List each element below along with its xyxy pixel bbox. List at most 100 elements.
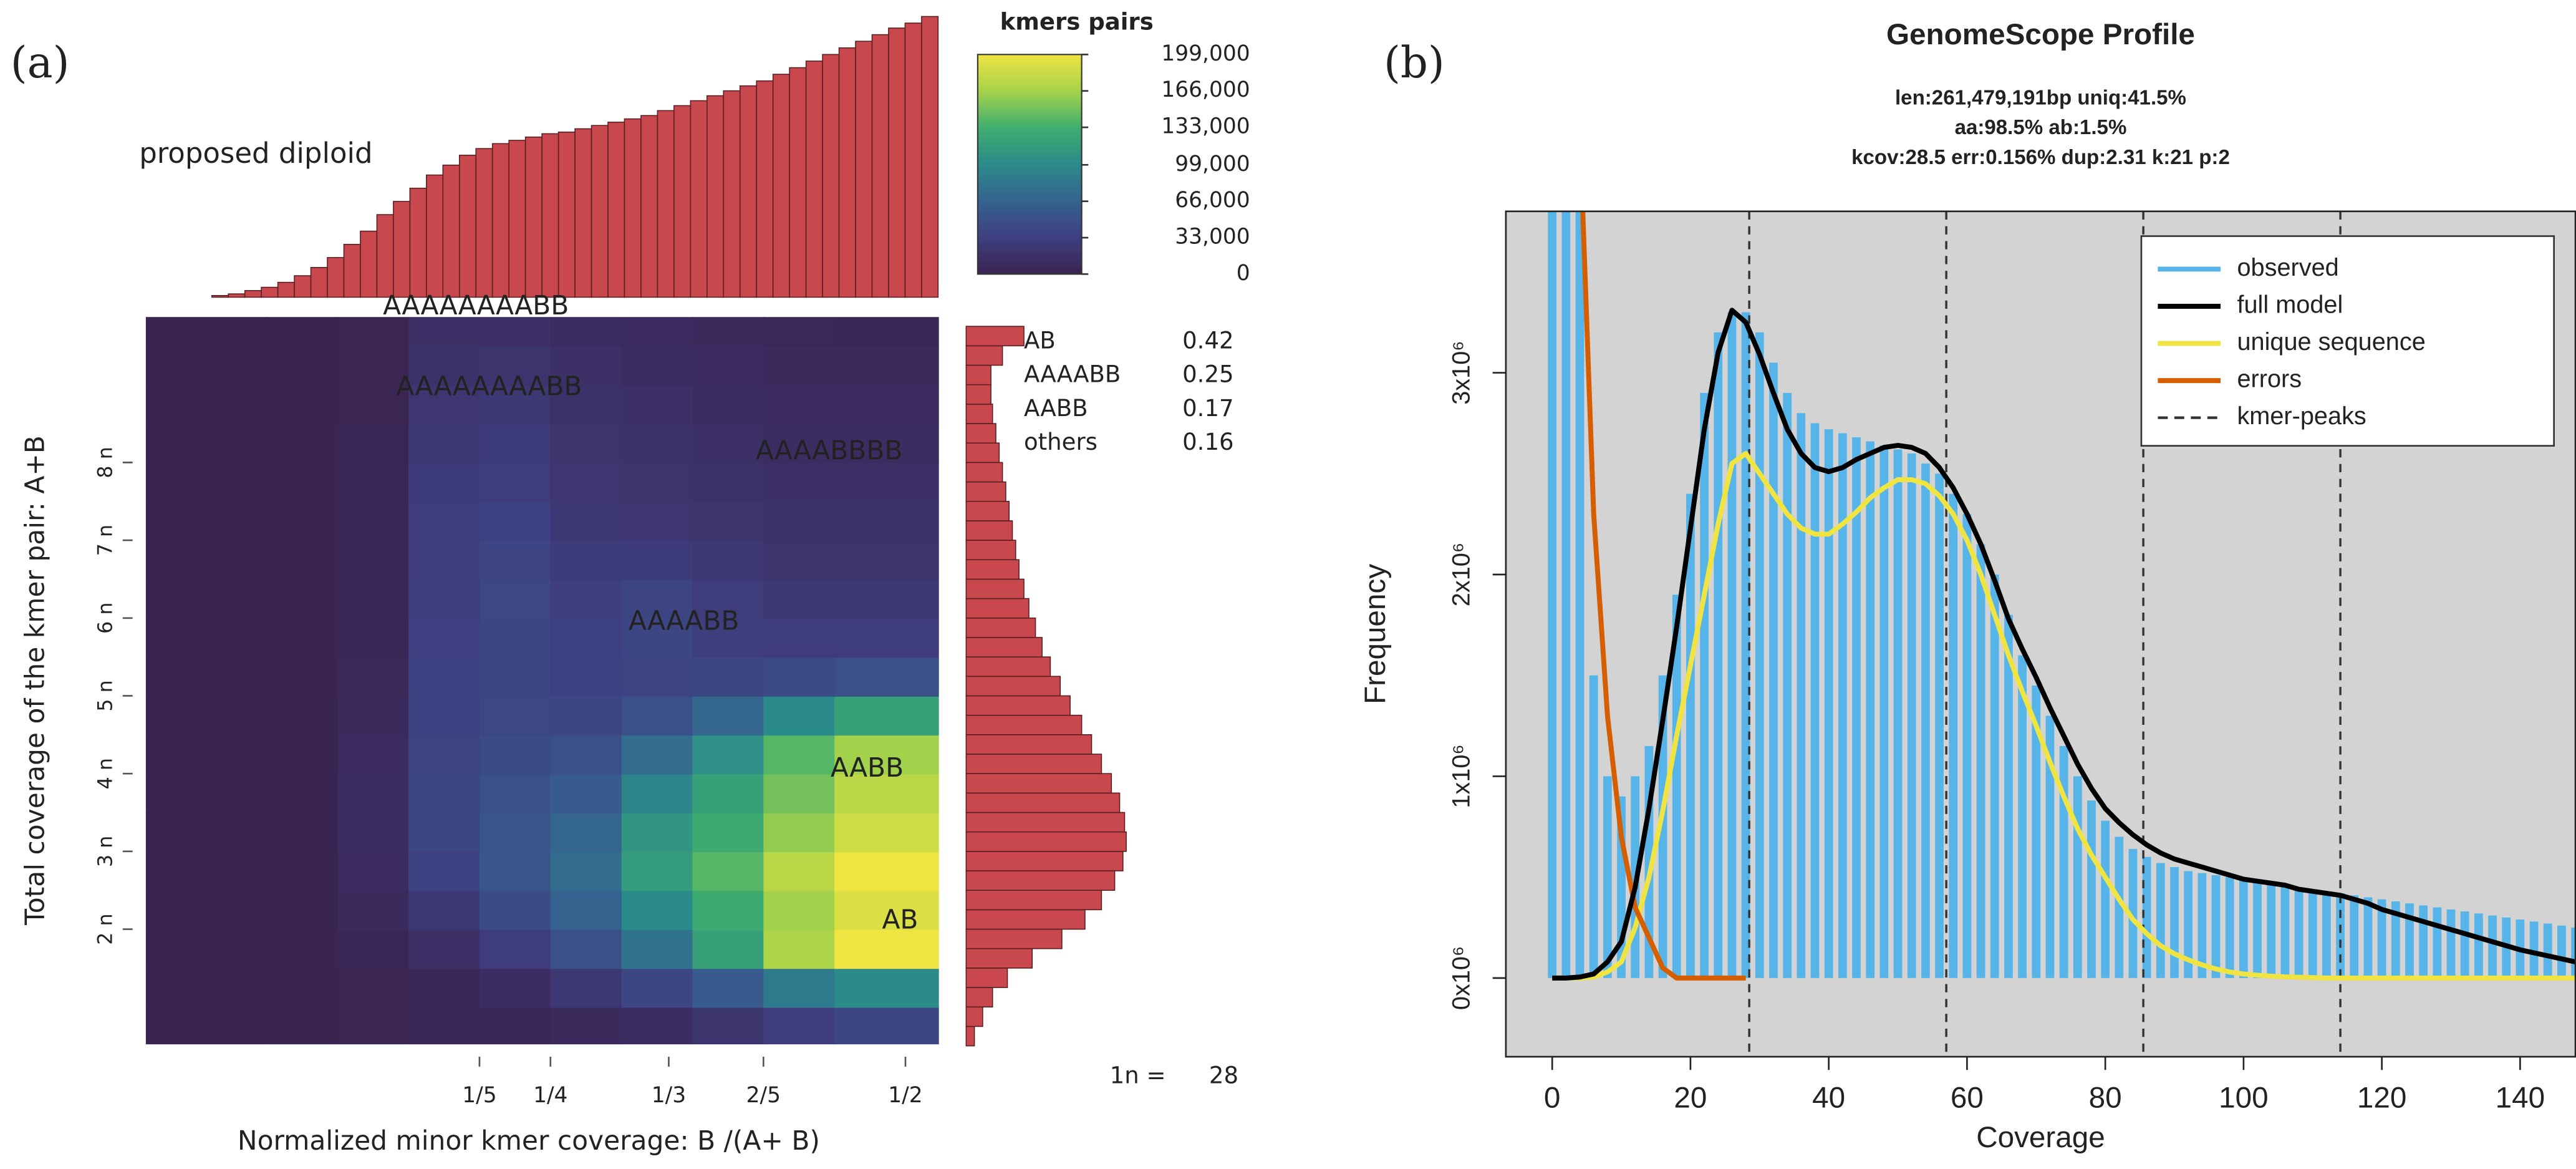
- top-histogram-bar: [458, 155, 477, 298]
- heatmap-cell: [763, 890, 836, 930]
- heatmap-cell: [479, 579, 552, 619]
- y-axis-label: Frequency: [1359, 564, 1392, 704]
- heatmap-cell: [266, 579, 339, 619]
- legend-label: unique sequence: [2237, 328, 2425, 356]
- heatmap-cell: [479, 424, 552, 463]
- heatmap-cell: [550, 890, 622, 930]
- heatmap-cell: [408, 462, 481, 503]
- side-histogram-bar: [965, 462, 1003, 483]
- heatmap-cell: [763, 579, 836, 619]
- observed-bar: [2460, 911, 2469, 978]
- heatmap-cell: [145, 657, 268, 697]
- top-histogram-bar: [376, 214, 394, 298]
- observed-bar: [1589, 675, 1598, 978]
- observed-bar: [1990, 574, 1999, 978]
- side-histogram-bar: [965, 326, 1025, 347]
- heatmap-cell: [550, 851, 622, 891]
- heatmap-cell: [145, 929, 268, 969]
- heatmap-cell: [550, 968, 622, 1008]
- top-histogram-bar: [426, 174, 444, 298]
- heatmap-cell: [145, 540, 268, 580]
- observed-bar: [1866, 441, 1875, 978]
- annotation: AAAABBBB: [756, 435, 903, 466]
- side-histogram-bar: [965, 909, 1086, 930]
- heatmap-cell: [337, 774, 410, 813]
- heatmap-cell: [337, 424, 410, 463]
- top-histogram-bar: [772, 74, 790, 298]
- heatmap-cell: [763, 812, 836, 853]
- heatmap-cell: [337, 657, 410, 697]
- x-axis-label: Coverage: [1976, 1121, 2105, 1154]
- observed-bar: [2543, 923, 2552, 978]
- heatmap-cell: [266, 929, 339, 969]
- observed-bar: [2045, 715, 2055, 978]
- top-histogram-bar: [640, 115, 658, 298]
- y-tick-label: 7 n: [94, 525, 117, 556]
- heatmap-cell: [145, 618, 268, 658]
- heatmap-cell: [266, 618, 339, 658]
- observed-bar: [1879, 445, 1889, 978]
- heatmap-cell: [408, 1007, 481, 1045]
- observed-bar: [2211, 875, 2221, 978]
- observed-bar: [2377, 899, 2386, 978]
- heatmap-cell: [337, 618, 410, 658]
- series-line: [1580, 211, 1746, 981]
- heatmap-cell: [337, 579, 410, 619]
- colorbar-tick-label: 199,000: [1161, 41, 1250, 66]
- annotation: proposed diploid: [139, 137, 372, 170]
- heatmap-cell: [692, 317, 765, 347]
- heatmap-cell: [145, 696, 268, 736]
- heatmap-cell: [408, 851, 481, 891]
- fraction-label: AABB: [1024, 395, 1088, 422]
- top-histogram-bar: [871, 34, 889, 298]
- side-histogram-bar: [965, 734, 1093, 755]
- heatmap-cell: [692, 579, 765, 619]
- heatmap-cell: [692, 384, 765, 425]
- observed-bar: [2308, 889, 2317, 978]
- heatmap-cell: [408, 929, 481, 969]
- observed-bar: [2004, 614, 2013, 978]
- heatmap-cell: [621, 462, 693, 503]
- x-tick-label: 120: [2357, 1081, 2406, 1114]
- top-histogram-bar: [343, 243, 361, 298]
- heatmap-cell: [621, 424, 693, 463]
- heatmap-cell: [479, 851, 552, 891]
- top-histogram-bar: [673, 105, 692, 298]
- heatmap-cell: [408, 501, 481, 541]
- heatmap-cell: [408, 890, 481, 930]
- observed-bar: [1658, 675, 1667, 978]
- chart-title: GenomeScope Profile: [1886, 18, 2195, 51]
- heatmap-cell: [763, 618, 836, 658]
- y-tick-label: 2 n: [94, 913, 117, 944]
- heatmap-cell: [337, 851, 410, 891]
- side-histogram-bar: [965, 792, 1121, 813]
- fraction-value: 0.17: [1182, 395, 1234, 422]
- observed-bar: [2391, 901, 2400, 978]
- heatmap-cell: [479, 890, 552, 930]
- heatmap-cell: [763, 657, 836, 697]
- observed-bar: [2350, 895, 2359, 978]
- observed-bar: [1700, 392, 1709, 978]
- heatmap-cell: [266, 384, 339, 425]
- heatmap-cell: [550, 696, 622, 736]
- observed-bar: [1714, 332, 1723, 978]
- heatmap-cell: [266, 968, 339, 1008]
- heatmap-cell: [479, 812, 552, 853]
- legend-label: observed: [2237, 254, 2338, 281]
- observed-bar: [1741, 312, 1750, 978]
- colorbar-tick-label: 166,000: [1161, 77, 1250, 102]
- heatmap-cell: [550, 317, 622, 347]
- observed-bar: [2128, 848, 2138, 978]
- heatmap-cell: [621, 346, 693, 386]
- panel-b: (b) GenomeScope Profile len:261,479,191bp …: [1359, 18, 2576, 1154]
- heatmap-cell: [337, 734, 410, 775]
- heatmap-cell: [834, 424, 939, 463]
- heatmap-cell: [621, 890, 693, 930]
- observed-bar: [2322, 891, 2331, 978]
- observed-bar: [1686, 493, 1695, 978]
- side-histogram-bar: [965, 404, 993, 424]
- y-tick-label: 8 n: [94, 447, 117, 478]
- observed-bar: [1548, 211, 1557, 978]
- top-histogram-bar: [508, 140, 526, 298]
